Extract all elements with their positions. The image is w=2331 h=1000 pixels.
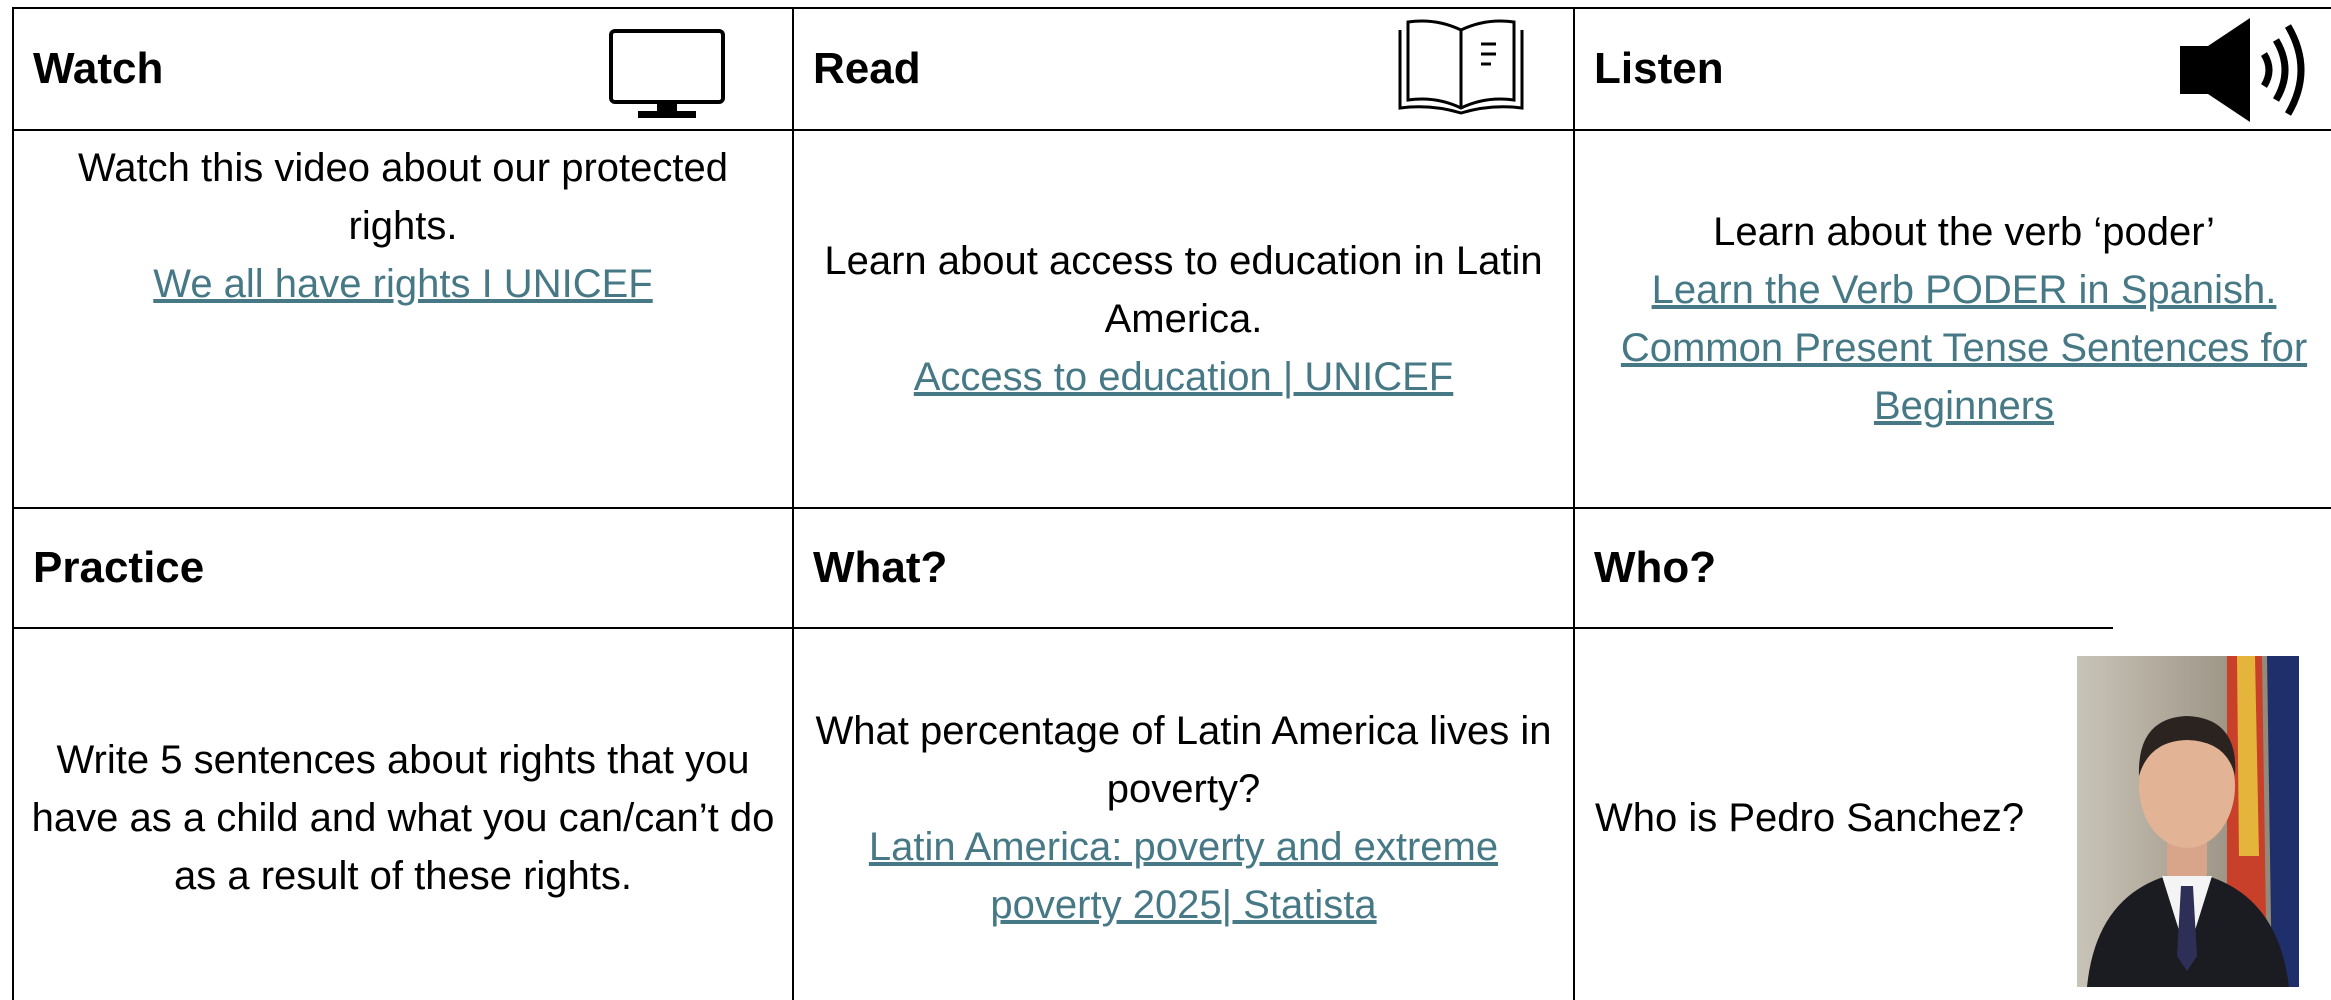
cell-text: Learn about the verb ‘poder’ — [1589, 203, 2331, 261]
cell-text: Write 5 sentences about rights that you … — [28, 731, 778, 905]
cell-heading: Practice — [12, 507, 792, 627]
cell-body: Who is Pedro Sanchez? — [1573, 627, 2113, 1000]
cell-heading: Read — [792, 7, 1573, 129]
cell-body: Learn about access to education in Latin… — [792, 129, 1573, 507]
link-wrap: Access to education | UNICEF — [808, 348, 1559, 406]
resource-link[interactable]: Access to education | UNICEF — [914, 355, 1454, 399]
cell-heading: Who? — [1573, 507, 2331, 627]
cell-heading: What? — [792, 507, 1573, 627]
cell-text: Learn about access to education in Latin… — [808, 232, 1559, 348]
activity-grid: WatchWatch this video about our protecte… — [0, 0, 2331, 1000]
cell-body: What percentage of Latin America lives i… — [792, 627, 1573, 1000]
resource-link[interactable]: Latin America: poverty and extreme pover… — [869, 825, 1498, 927]
cell-body: Write 5 sentences about rights that you … — [12, 627, 792, 1000]
cell-body: Learn about the verb ‘poder’ Learn the Ve… — [1573, 129, 2331, 507]
resource-link[interactable]: Learn the Verb PODER in Spanish. Common … — [1621, 268, 2307, 428]
cell-heading: Listen — [1573, 7, 2331, 129]
cell-text: What percentage of Latin America lives i… — [808, 702, 1559, 818]
cell-body: Watch this video about our protected rig… — [12, 129, 792, 507]
link-wrap: Latin America: poverty and extreme pover… — [808, 818, 1559, 934]
link-wrap: We all have rights I UNICEF — [28, 255, 778, 313]
cell-heading: Watch — [12, 7, 792, 129]
cell-text: Watch this video about our protected rig… — [28, 139, 778, 255]
resource-link[interactable]: We all have rights I UNICEF — [153, 262, 652, 306]
link-wrap: Learn the Verb PODER in Spanish. Common … — [1589, 261, 2331, 435]
cell-text: Who is Pedro Sanchez? — [1595, 789, 2099, 847]
